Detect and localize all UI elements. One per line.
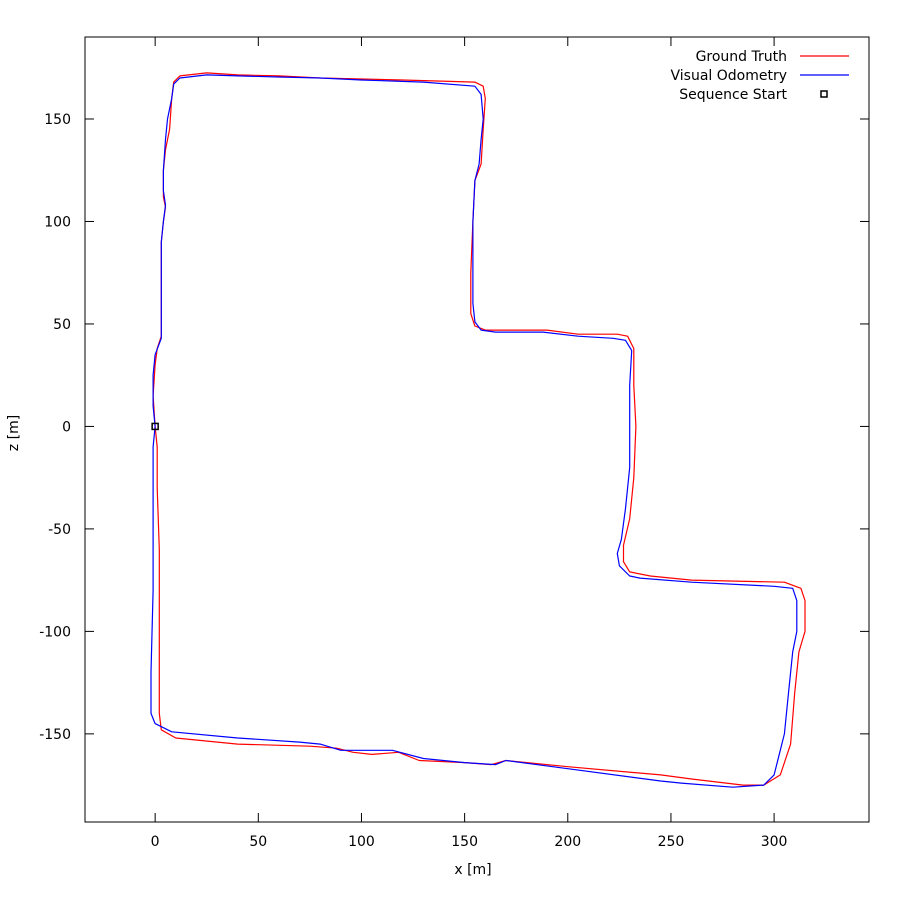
legend-label: Visual Odometry [671, 68, 788, 84]
y-tick-label: -100 [39, 624, 71, 640]
x-tick-label: 200 [554, 834, 581, 850]
y-tick-label: 100 [44, 214, 71, 230]
legend-label: Ground Truth [696, 49, 787, 65]
x-tick-label: 300 [761, 834, 788, 850]
y-tick-label: 0 [62, 419, 71, 435]
sequence-start-marker [151, 422, 159, 431]
legend-swatch-marker [820, 90, 828, 98]
x-tick-label: 50 [249, 834, 267, 850]
plot-frame [84, 36, 870, 823]
legend-label: Sequence Start [679, 87, 787, 103]
y-axis-label: z [m] [6, 415, 22, 451]
y-tick-label: 50 [53, 317, 71, 333]
y-axis-ticks: -150 -100 -50 0 50 100 150 [39, 112, 869, 743]
y-tick-label: -50 [48, 522, 71, 538]
marker-layer [151, 422, 159, 431]
x-tick-label: 250 [658, 834, 685, 850]
x-tick-label: 100 [348, 834, 375, 850]
x-axis-ticks: 0 50 100 150 200 250 300 [151, 37, 788, 850]
series-line-ground-truth [152, 72, 806, 786]
x-axis-label: x [m] [454, 862, 491, 878]
x-tick-label: 0 [151, 834, 160, 850]
x-tick-label: 150 [451, 834, 478, 850]
y-tick-label: 150 [44, 112, 71, 128]
legend: Ground Truth Visual Odometry Sequence Star… [671, 49, 849, 103]
y-tick-label: -150 [39, 727, 71, 743]
series-line-visual-odometry [150, 74, 798, 788]
series-layer [150, 72, 806, 788]
